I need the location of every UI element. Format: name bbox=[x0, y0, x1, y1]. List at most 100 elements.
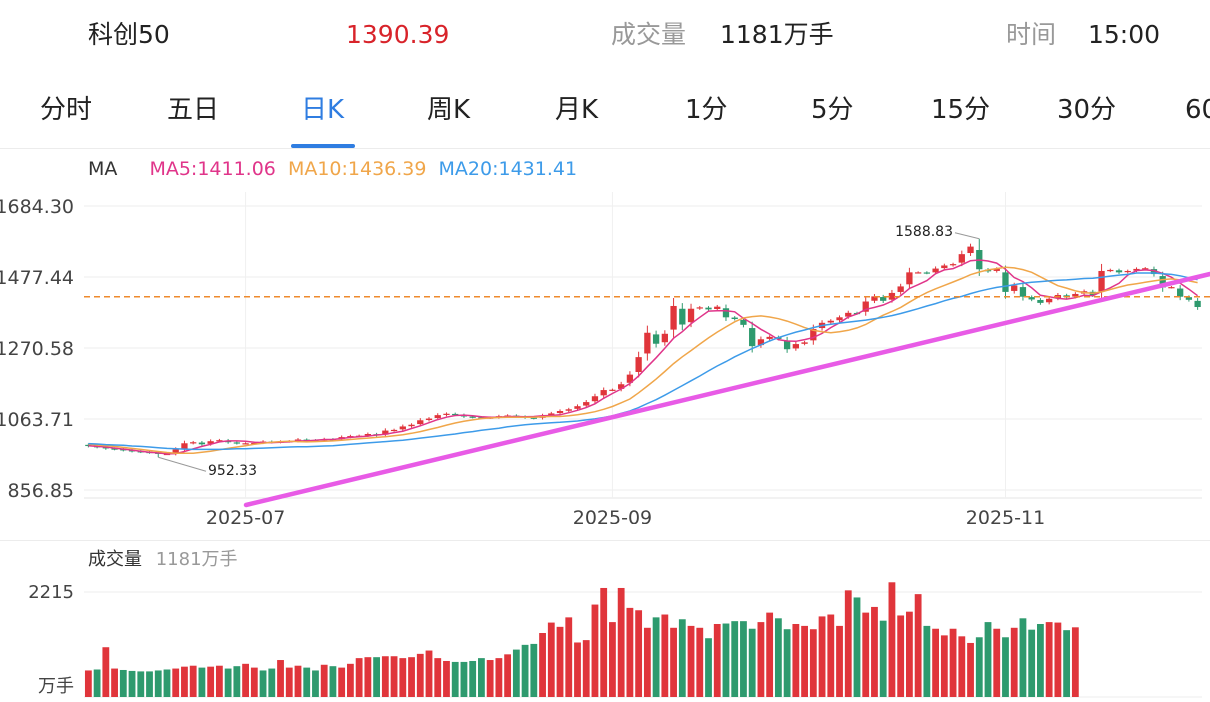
candle-body bbox=[207, 441, 214, 444]
volume-bar bbox=[364, 657, 372, 697]
volume-bar bbox=[836, 625, 843, 697]
volume-bar bbox=[425, 650, 433, 697]
volume-bar bbox=[1019, 618, 1027, 697]
candle-body bbox=[120, 449, 127, 451]
candle-body bbox=[1124, 270, 1131, 273]
active-tab-underline bbox=[291, 144, 355, 148]
candle-body bbox=[417, 420, 424, 425]
volume-bar bbox=[146, 671, 153, 697]
max-price-label: 1588.83 bbox=[895, 224, 953, 240]
candle-body bbox=[967, 246, 974, 254]
volume-bar bbox=[84, 670, 92, 697]
volume-bar bbox=[530, 643, 538, 697]
candle-body bbox=[85, 444, 92, 447]
candle-body bbox=[618, 384, 625, 389]
volume-bar bbox=[731, 621, 739, 697]
volume-bar bbox=[1045, 622, 1053, 697]
volume-bar bbox=[626, 607, 634, 697]
tab-5min[interactable]: 5分 bbox=[811, 95, 854, 125]
volume-bar bbox=[478, 658, 485, 697]
volume-bar bbox=[504, 654, 512, 697]
volume-y-tick-label: 2215 bbox=[28, 582, 74, 603]
volume-bar bbox=[285, 667, 293, 697]
volume-bar bbox=[408, 657, 415, 697]
volume-bar bbox=[574, 642, 581, 697]
volume-bar bbox=[294, 665, 302, 697]
price-x-axis: 2025-07 2025-09 2025-11 bbox=[206, 507, 1045, 524]
volume-bar bbox=[984, 622, 992, 697]
candle-body bbox=[993, 268, 1000, 271]
price-y-tick-label: 856.85 bbox=[8, 480, 74, 502]
volume-bar bbox=[1002, 637, 1009, 697]
candle-body bbox=[548, 413, 555, 416]
price-x-tick-label: 2025-07 bbox=[206, 507, 285, 524]
volume-bar bbox=[390, 656, 398, 697]
ma-legend-label[interactable]: MA bbox=[88, 158, 118, 180]
volume-bar bbox=[792, 623, 800, 697]
candle-body bbox=[740, 319, 747, 325]
candle-body bbox=[661, 333, 668, 343]
tab-monthly-k[interactable]: 月K bbox=[555, 95, 599, 125]
volume-chart[interactable]: 2215 万手 bbox=[0, 576, 1210, 702]
candle-body bbox=[583, 402, 590, 406]
volume-bar bbox=[416, 653, 424, 697]
index-name: 科创50 bbox=[88, 20, 170, 49]
volume-bar bbox=[119, 669, 127, 697]
volume-bar bbox=[268, 668, 276, 697]
candle-body bbox=[600, 390, 607, 396]
price-y-axis: 1684.30 1477.44 1270.58 1063.71 856.85 bbox=[0, 196, 74, 502]
volume-divider bbox=[0, 540, 1210, 541]
tab-30min[interactable]: 30分 bbox=[1057, 95, 1117, 125]
volume-bar bbox=[443, 660, 450, 697]
candle-body bbox=[128, 450, 136, 452]
candle-body bbox=[783, 340, 791, 350]
period-tabs: 分时 五日 日K 周K 月K 1分 5分 15分 30分 60 bbox=[0, 78, 1210, 149]
volume-bar bbox=[801, 625, 808, 697]
volume-bar bbox=[399, 658, 407, 697]
tab-1min[interactable]: 1分 bbox=[685, 95, 728, 125]
price-chart[interactable]: 1684.30 1477.44 1270.58 1063.71 856.85 2025-… bbox=[0, 184, 1210, 524]
candle-body bbox=[390, 429, 398, 432]
candle-body bbox=[888, 292, 896, 300]
volume-bar bbox=[652, 617, 660, 697]
candle-body bbox=[897, 286, 904, 292]
volume-legend: 成交量 1181万手 bbox=[88, 548, 238, 572]
volume-bar bbox=[303, 667, 311, 697]
candle-body bbox=[364, 434, 372, 436]
candle-body bbox=[1107, 269, 1114, 272]
volume-bar bbox=[547, 622, 555, 697]
volume-bar bbox=[923, 625, 931, 697]
volume-legend-label[interactable]: 成交量 bbox=[88, 549, 142, 570]
volume-bar bbox=[460, 661, 468, 697]
volume-bar bbox=[670, 627, 677, 697]
price-x-tick-label: 2025-11 bbox=[966, 507, 1045, 524]
candle-body bbox=[652, 334, 660, 344]
volume-bar bbox=[687, 625, 695, 697]
candle-body bbox=[565, 409, 572, 411]
volume-bar bbox=[958, 636, 966, 697]
volume-bar bbox=[1010, 627, 1018, 697]
candle-body bbox=[399, 426, 406, 430]
volume-bar bbox=[643, 627, 651, 697]
candle-body bbox=[836, 317, 843, 321]
candle-body bbox=[923, 272, 931, 274]
ma-lines bbox=[88, 259, 1199, 455]
tab-60min[interactable]: 60 bbox=[1185, 95, 1210, 125]
ma5-value: MA5:1411.06 bbox=[149, 158, 276, 180]
tab-intraday[interactable]: 分时 bbox=[40, 95, 93, 125]
volume-bar bbox=[853, 597, 861, 697]
volume-value: 1181万手 bbox=[720, 20, 834, 49]
volume-bar bbox=[774, 618, 782, 697]
tab-15min[interactable]: 15分 bbox=[931, 95, 991, 125]
volume-bars bbox=[84, 582, 1079, 697]
volume-bar bbox=[844, 590, 852, 697]
candle-body bbox=[1046, 298, 1053, 303]
tab-weekly-k[interactable]: 周K bbox=[427, 95, 471, 125]
volume-bar bbox=[242, 663, 249, 697]
volume-bar bbox=[565, 617, 573, 697]
time-label: 时间 bbox=[1006, 20, 1057, 49]
tab-daily-k[interactable]: 日K bbox=[301, 95, 345, 125]
tab-five-day[interactable]: 五日 bbox=[167, 95, 220, 125]
candle-body bbox=[827, 320, 834, 323]
ma5-line bbox=[88, 259, 1199, 455]
